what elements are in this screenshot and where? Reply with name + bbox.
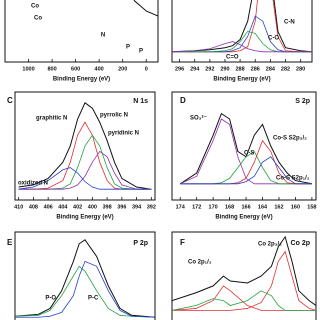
x-tick-label: 398 bbox=[103, 204, 112, 210]
fit-peak bbox=[172, 290, 316, 311]
spectrum bbox=[172, 0, 312, 53]
x-tick-label: 286 bbox=[251, 66, 260, 72]
x-tick-label: 400 bbox=[88, 204, 97, 210]
peak-label: graphitic N bbox=[36, 116, 67, 122]
x-tick-label: 402 bbox=[73, 204, 82, 210]
x-tick-label: 288 bbox=[236, 66, 245, 72]
peak-label: C-N bbox=[284, 20, 295, 26]
spectrum bbox=[18, 102, 152, 190]
x-tick-label: 408 bbox=[29, 204, 38, 210]
peak-label: P-C bbox=[88, 296, 99, 302]
fit-peak bbox=[172, 285, 316, 311]
x-tick-label: 166 bbox=[241, 204, 250, 210]
x-tick-label: 282 bbox=[281, 66, 290, 72]
peak-label: P bbox=[139, 49, 143, 55]
x-tick-label: 290 bbox=[220, 66, 229, 72]
fit-peak bbox=[18, 150, 152, 190]
peak-label: Co-S S2p₃/₂ bbox=[273, 136, 307, 142]
x-tick-label: 394 bbox=[132, 204, 142, 210]
fit-peak bbox=[172, 0, 312, 53]
plot-frame bbox=[171, 231, 317, 320]
plot-frame bbox=[14, 231, 156, 320]
x-tick-label: 296 bbox=[175, 66, 184, 72]
peak-label: oxidized N bbox=[18, 181, 48, 187]
peak-label: N bbox=[101, 33, 105, 39]
x-axis-label: Binding Energy (eV) bbox=[215, 215, 272, 221]
peak-label: SO₃²⁻ bbox=[190, 115, 207, 122]
x-tick-label: 200 bbox=[118, 66, 127, 72]
panel-letter: E bbox=[7, 238, 13, 247]
x-tick-label: 292 bbox=[205, 66, 214, 72]
x-tick-label: 174 bbox=[176, 204, 186, 210]
x-tick-label: 1000 bbox=[22, 66, 34, 72]
peak-label: Co bbox=[34, 16, 42, 22]
peak-label: C-S bbox=[244, 151, 254, 157]
x-axis-label: Binding Energy (eV) bbox=[213, 77, 270, 83]
peak-label: P bbox=[126, 45, 130, 51]
x-tick-label: 172 bbox=[192, 204, 201, 210]
peak-label: pyrrolic N bbox=[100, 113, 128, 119]
panel-letter: D bbox=[180, 96, 186, 105]
peak-label: Co bbox=[31, 4, 39, 10]
fit-peak bbox=[15, 265, 155, 318]
panel-letter: C bbox=[7, 96, 13, 105]
panel-title: P 2p bbox=[133, 240, 148, 247]
x-tick-label: 410 bbox=[14, 204, 23, 210]
x-tick-label: 284 bbox=[266, 66, 276, 72]
plot-frame bbox=[171, 91, 317, 201]
panel-title: N 1s bbox=[133, 98, 148, 105]
x-tick-label: 392 bbox=[147, 204, 156, 210]
fit-peak bbox=[172, 41, 312, 53]
x-tick-label: 162 bbox=[274, 204, 283, 210]
x-tick-label: 168 bbox=[225, 204, 234, 210]
peak-label: pyridinic N bbox=[108, 131, 139, 137]
peak-label: Co 2p₁/₂ bbox=[188, 260, 212, 266]
x-tick-label: 170 bbox=[209, 204, 218, 210]
panel-title: Co 2p bbox=[291, 240, 310, 247]
fit-peak bbox=[172, 250, 316, 311]
plot-frame bbox=[14, 91, 156, 201]
x-axis-label: Binding Energy (eV) bbox=[56, 215, 113, 221]
plot-frame bbox=[171, 0, 313, 63]
x-tick-label: 406 bbox=[44, 204, 53, 210]
spectrum bbox=[179, 112, 312, 185]
fit-peak bbox=[15, 260, 155, 318]
x-tick-label: 800 bbox=[47, 66, 56, 72]
x-tick-label: 396 bbox=[117, 204, 126, 210]
peak-label: Co 2p₃/₂ bbox=[258, 242, 282, 248]
spectrum bbox=[15, 239, 155, 318]
x-tick-label: 600 bbox=[71, 66, 80, 72]
x-tick-label: 280 bbox=[296, 66, 305, 72]
x-tick-label: 294 bbox=[190, 66, 200, 72]
fit-peak bbox=[180, 156, 312, 185]
panel-title: S 2p bbox=[295, 98, 310, 105]
peak-label: Co-S S2p₁/₂ bbox=[276, 176, 310, 182]
x-tick-label: 404 bbox=[58, 204, 68, 210]
peak-label: C-O bbox=[268, 36, 279, 42]
spectrum bbox=[133, 0, 158, 17]
peak-label: C=O bbox=[226, 55, 239, 61]
fit-peak bbox=[18, 167, 152, 190]
x-tick-label: 164 bbox=[258, 204, 268, 210]
x-tick-label: 158 bbox=[307, 204, 316, 210]
plot-frame bbox=[4, 0, 159, 63]
x-tick-label: 400 bbox=[95, 66, 104, 72]
x-tick-label: 160 bbox=[291, 204, 300, 210]
panel-letter: F bbox=[180, 238, 185, 247]
x-axis-label: Binding Energy (eV) bbox=[53, 77, 110, 83]
x-tick-label: 0 bbox=[145, 66, 148, 72]
spectrum bbox=[172, 235, 316, 306]
peak-label: P-O bbox=[45, 296, 56, 302]
